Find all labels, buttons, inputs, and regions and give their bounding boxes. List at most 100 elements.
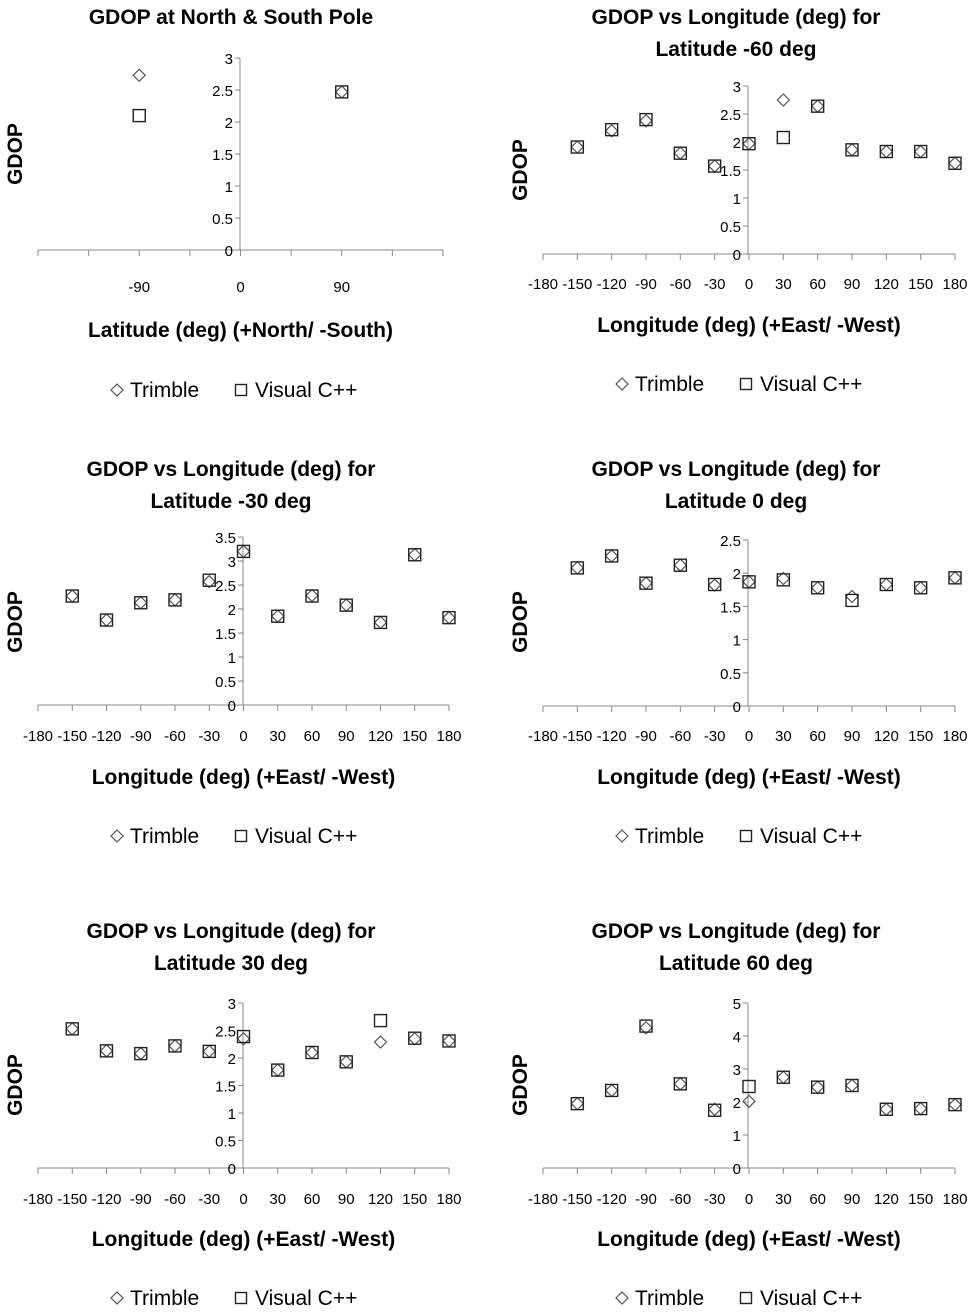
visualcpp-point — [879, 1102, 894, 1116]
x-tick-label: -90 — [130, 728, 152, 745]
chart-4: GDOP vs Longitude (deg) for Latitude 0 de… — [509, 458, 968, 848]
y-tick-label: 0.5 — [720, 666, 741, 683]
visualcpp-point — [604, 122, 619, 137]
visualcpp-point — [673, 558, 688, 572]
x-tick-label: 30 — [775, 276, 792, 293]
trimble-point — [810, 580, 825, 595]
visualcpp-point — [339, 1055, 353, 1069]
visualcpp-point — [776, 130, 791, 145]
y-tick-label: 0.5 — [720, 219, 741, 236]
trimble-point — [132, 68, 147, 83]
y-tick-label: 3 — [733, 79, 741, 96]
visualcpp-point — [776, 573, 791, 587]
x-tick-label: -120 — [597, 1191, 627, 1208]
legend-square-icon — [739, 1291, 753, 1305]
chart-5: GDOP vs Longitude (deg) for Latitude 30 d… — [4, 920, 462, 1310]
trimble-point — [707, 578, 722, 593]
y-tick-label: 5 — [733, 996, 741, 1013]
x-tick-label: -120 — [597, 728, 627, 745]
visualcpp-point — [168, 593, 182, 607]
legend-square-icon — [739, 377, 753, 391]
legend-diamond-icon — [110, 383, 124, 397]
trimble-point — [845, 142, 859, 157]
y-axis-title: GDOP — [509, 1054, 532, 1116]
trimble-point — [810, 1080, 825, 1094]
trimble-point — [845, 589, 859, 604]
legend-label: Visual C++ — [255, 1287, 357, 1310]
visualcpp-point — [408, 548, 422, 562]
y-tick-label: 2 — [733, 1095, 741, 1112]
visualcpp-point — [604, 1083, 619, 1098]
visualcpp-point — [271, 609, 285, 623]
x-tick-label: 150 — [908, 1191, 933, 1208]
y-tick-label: 1.5 — [720, 599, 741, 616]
visualcpp-point — [271, 1063, 285, 1077]
trimble-point — [202, 1044, 217, 1059]
legend-label: Visual C++ — [255, 379, 357, 402]
x-tick-label: -60 — [164, 1191, 186, 1208]
trimble-point — [707, 1102, 722, 1117]
chart-title: Latitude 30 deg — [154, 952, 308, 975]
visualcpp-point — [236, 1029, 251, 1044]
visualcpp-point — [673, 146, 688, 160]
visualcpp-point — [132, 108, 146, 123]
y-tick-label: 2 — [225, 115, 233, 132]
visualcpp-point — [202, 573, 216, 587]
trimble-point — [570, 1096, 585, 1111]
trimble-point — [373, 1035, 388, 1049]
y-tick-label: 0.5 — [212, 211, 233, 228]
x-tick-label: -60 — [669, 1191, 691, 1208]
x-tick-label: -90 — [635, 728, 657, 745]
y-tick-label: 2.5 — [720, 533, 741, 550]
y-tick-label: 3 — [228, 996, 236, 1013]
visualcpp-point — [742, 575, 756, 589]
legend: Trimble Visual C++ — [110, 825, 357, 848]
trimble-point — [879, 1102, 894, 1117]
trimble-point — [65, 1022, 80, 1036]
y-tick-label: 2 — [228, 602, 236, 619]
visualcpp-point — [948, 571, 962, 585]
visualcpp-point — [65, 1022, 79, 1036]
trimble-point — [879, 144, 894, 159]
visualcpp-point — [707, 159, 722, 173]
x-tick-label: 180 — [436, 728, 461, 745]
x-tick-label: 150 — [402, 1191, 427, 1208]
trimble-point — [845, 1078, 859, 1093]
visualcpp-point — [570, 140, 585, 154]
visualcpp-point — [810, 581, 825, 595]
x-axis-title: Longitude (deg) (+East/ -West) — [597, 1228, 901, 1251]
trimble-point — [639, 1020, 653, 1035]
x-tick-label: -180 — [528, 728, 558, 745]
y-axis-title: GDOP — [4, 591, 27, 653]
legend: Trimble Visual C++ — [615, 373, 862, 396]
trimble-point — [948, 570, 962, 585]
x-tick-label: -60 — [669, 276, 691, 293]
y-axis-title: GDOP — [509, 139, 532, 201]
x-tick-label: -180 — [23, 1191, 53, 1208]
trimble-point — [776, 571, 791, 586]
x-tick-label: 60 — [304, 728, 321, 745]
visualcpp-point — [879, 577, 894, 592]
y-tick-label: 2.5 — [720, 107, 741, 124]
visualcpp-point — [810, 99, 825, 113]
visualcpp-point — [673, 1077, 688, 1091]
chart-title: GDOP vs Longitude (deg) for — [87, 920, 376, 943]
x-tick-label: -150 — [57, 1191, 87, 1208]
trimble-point — [270, 1063, 285, 1077]
trimble-point — [913, 1101, 928, 1116]
chart-1: GDOP at North & South Pole -90 0 90 0 0.5 1 1.5… — [4, 6, 444, 402]
chart-title: GDOP vs Longitude (deg) for — [592, 458, 881, 481]
legend-label: Trimble — [635, 373, 704, 396]
x-tick-label: -180 — [528, 1191, 558, 1208]
legend-label: Visual C++ — [255, 825, 357, 848]
visualcpp-point — [168, 1039, 182, 1053]
y-tick-label: 3 — [228, 554, 236, 571]
legend-diamond-icon — [110, 829, 124, 843]
x-tick-label: -60 — [164, 728, 186, 745]
x-axis-title: Latitude (deg) (+North/ -South) — [88, 319, 393, 342]
visualcpp-point — [776, 1070, 791, 1084]
x-tick-label: 90 — [338, 1191, 355, 1208]
trimble-point — [810, 99, 825, 114]
x-tick-label: 60 — [809, 728, 826, 745]
